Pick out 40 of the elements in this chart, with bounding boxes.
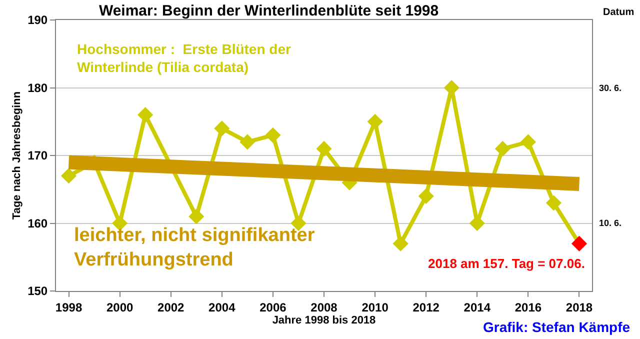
- point: [520, 134, 536, 150]
- point: [367, 114, 383, 130]
- point: [418, 188, 434, 204]
- point: [265, 127, 281, 143]
- y-axis-title: Tage nach Jahresbeginn: [11, 91, 24, 220]
- annotation: Hochsommer : Erste Blüten der Winterlinde (Tilia cordata): [77, 41, 292, 76]
- x-tick-label: 2016: [514, 300, 542, 314]
- annotation: 2018 am 157. Tag = 07.06.: [428, 256, 585, 271]
- y-tick-label: 150: [28, 284, 48, 298]
- point: [60, 168, 77, 184]
- point: [316, 140, 332, 157]
- point: [138, 107, 154, 123]
- chart-title: Weimar: Beginn der Winterlindenblüte seit 1998: [98, 2, 439, 20]
- x-tick-label: 2014: [464, 300, 491, 314]
- text: Grafik: Stefan Kämpfe: [483, 319, 630, 335]
- point: [494, 140, 510, 157]
- x-tick-label: 2000: [106, 300, 134, 314]
- point: [546, 195, 562, 211]
- x-tick-label: 2012: [412, 300, 440, 314]
- point: [240, 134, 256, 150]
- x-tick-label: 2018: [566, 300, 593, 314]
- x-tick-label: 2002: [158, 300, 185, 314]
- x-tick-label: 2006: [260, 300, 287, 314]
- x-tick-label: 2004: [208, 300, 236, 314]
- y-tick-label: 160: [28, 216, 48, 230]
- x-tick-label: 1998: [55, 300, 82, 314]
- point: [392, 236, 408, 252]
- point: [188, 208, 204, 224]
- y-tick-label: 180: [28, 80, 48, 95]
- y-tick-label: 190: [28, 13, 48, 28]
- point: [214, 120, 230, 136]
- point: [571, 236, 588, 252]
- text: Datum: [603, 7, 634, 18]
- x-tick-label: 2010: [362, 300, 389, 314]
- x-tick-label: 2008: [310, 300, 338, 314]
- text: 10. 6.: [599, 218, 622, 228]
- text: 30. 6.: [599, 83, 622, 93]
- y-tick-label: 170: [28, 148, 48, 163]
- annotation: leichter, nicht signifikanter Verfrühungstrend: [74, 225, 316, 271]
- x-axis-title: Jahre 1998 bis 2018: [272, 314, 376, 326]
